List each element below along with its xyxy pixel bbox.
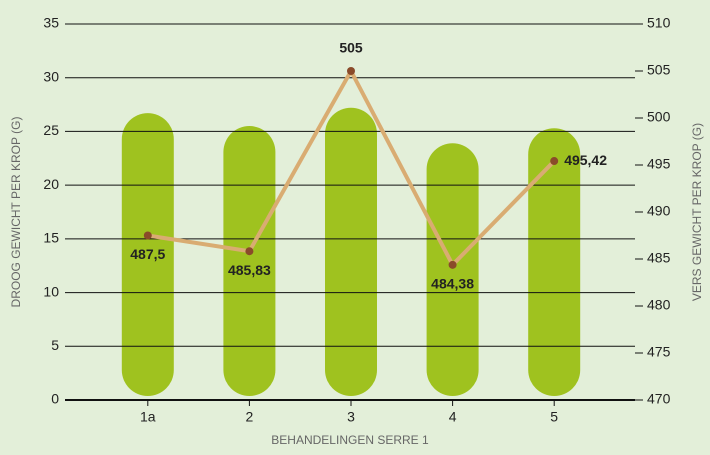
- point: [245, 247, 254, 256]
- x-tick-label: 4: [449, 409, 457, 425]
- y-tick-label: 0: [51, 391, 59, 407]
- y-tick-label: 10: [43, 283, 59, 299]
- x-tick-label: 3: [347, 409, 355, 425]
- point: [550, 157, 559, 166]
- value-label: 487,5: [130, 246, 165, 262]
- y-tick-label: 35: [43, 15, 59, 31]
- bar: [426, 143, 479, 396]
- x-tick-label: 2: [246, 409, 254, 425]
- y2-tick-label: 485: [647, 250, 671, 266]
- x-tick-label: 5: [550, 409, 558, 425]
- y-axis-title: DROOG GEWICHT PER KROP (G): [9, 117, 23, 308]
- y-tick-label: 20: [43, 176, 59, 192]
- y-tick-label: 15: [43, 230, 59, 246]
- y2-tick-label: 470: [647, 391, 671, 407]
- y2-axis-title: VERS GEWICHT PER KROP (G): [690, 123, 704, 301]
- y2-tick-label: 475: [647, 344, 671, 360]
- point: [143, 231, 152, 240]
- y-tick-label: 5: [51, 337, 59, 353]
- y-tick-label: 25: [43, 122, 59, 138]
- y2-tick-label: 490: [647, 203, 671, 219]
- point: [448, 260, 457, 269]
- bar: [121, 113, 174, 396]
- y2-tick-label: 505: [647, 62, 671, 78]
- bar: [223, 126, 276, 397]
- y2-tick-label: 510: [647, 15, 671, 31]
- value-label: 505: [339, 40, 363, 56]
- value-label: 484,38: [431, 276, 474, 292]
- y2-tick-label: 480: [647, 297, 671, 313]
- bar: [528, 128, 581, 396]
- value-label: 495,42: [564, 152, 607, 168]
- x-tick-label: 1a: [140, 409, 156, 425]
- y2-tick-label: 500: [647, 109, 671, 125]
- value-label: 485,83: [228, 262, 271, 278]
- bar: [325, 107, 377, 397]
- y2-tick-label: 495: [647, 156, 671, 172]
- point: [347, 67, 355, 75]
- y-tick-label: 30: [43, 68, 59, 84]
- x-axis-title: BEHANDELINGEN SERRE 1: [271, 433, 429, 447]
